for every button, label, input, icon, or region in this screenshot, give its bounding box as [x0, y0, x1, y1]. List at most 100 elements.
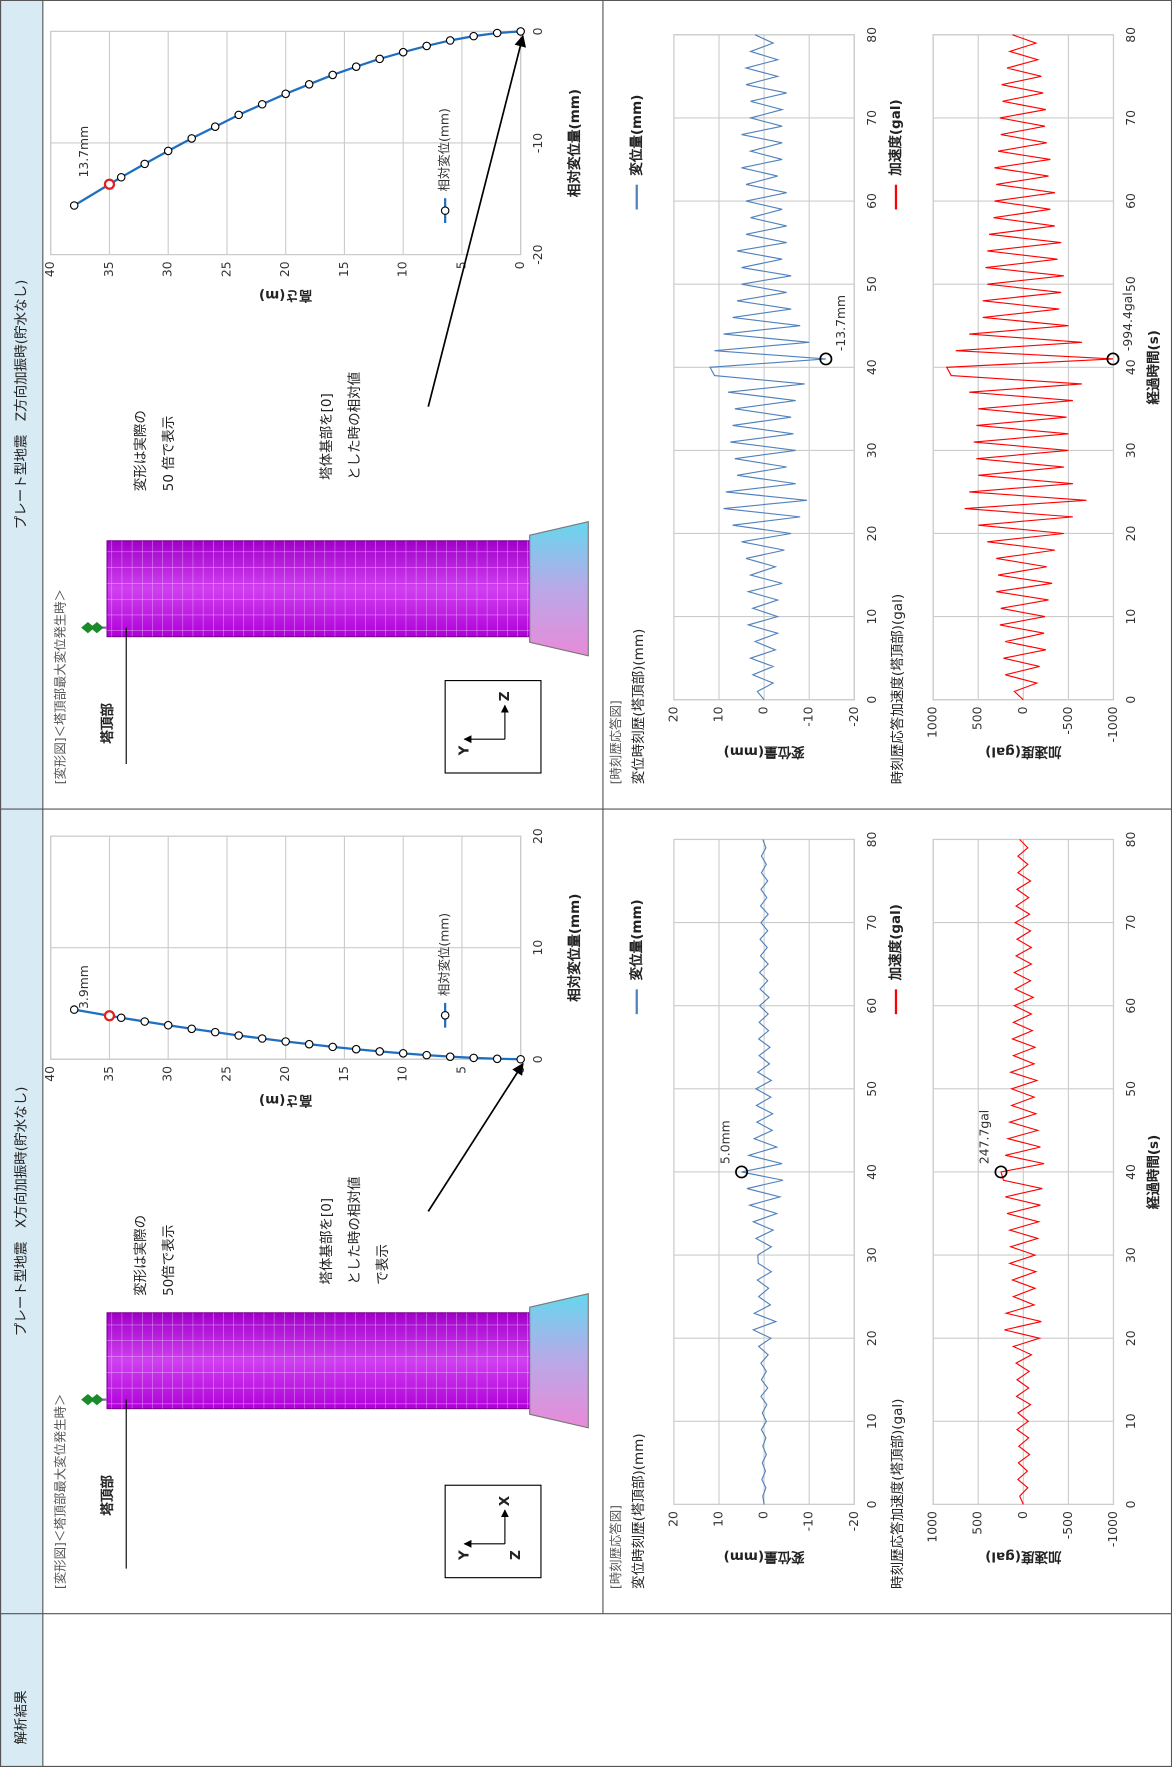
y-tick-label: -500 — [1060, 706, 1075, 734]
x-tick-label: 80 — [864, 27, 879, 43]
profile-marker — [164, 147, 171, 154]
y-tick-label: 25 — [218, 1066, 233, 1082]
tower-base — [530, 522, 589, 656]
y-axis-label: 高さ(m) — [259, 1092, 312, 1109]
profile-marker — [70, 202, 77, 209]
y-tick-label: 15 — [336, 261, 351, 277]
profile-marker — [423, 1051, 430, 1058]
y-tick-label: 1000 — [925, 1511, 940, 1543]
x-tick-label: 30 — [1123, 442, 1138, 458]
profile-marker — [376, 55, 383, 62]
x-tick-label: 20 — [1123, 526, 1138, 542]
peak-label: -994.4gal — [1120, 292, 1135, 351]
x-tick-label: 30 — [1123, 1247, 1138, 1263]
history-title: [時刻歴応答図] — [608, 1505, 623, 1589]
profile-marker — [282, 90, 289, 97]
x-tick-label: 80 — [864, 831, 879, 847]
y-tick-label: 40 — [42, 261, 57, 277]
note: とした時の相対値 — [347, 372, 363, 480]
legend-label: 変位量(mm) — [628, 95, 645, 176]
profile-marker — [399, 1050, 406, 1057]
profile-marker — [493, 1055, 500, 1062]
x-tick-label: 50 — [864, 276, 879, 292]
x-tick-label: 40 — [1123, 1164, 1138, 1180]
x-tick-label: 0 — [1123, 1500, 1138, 1508]
x-axis-label: 相対変位量(mm) — [566, 89, 583, 197]
profile-marker — [282, 1038, 289, 1045]
x-tick-label: 10 — [864, 609, 879, 625]
y-tick-label: -20 — [846, 706, 861, 726]
y-tick-label: 10 — [395, 1066, 410, 1082]
y-axis-label: 高さ(m) — [259, 287, 312, 304]
y-tick-label: 10 — [711, 1511, 726, 1527]
y-tick-label: 20 — [277, 261, 292, 277]
x-tick-label: 30 — [864, 1247, 879, 1263]
profile-marker — [211, 123, 218, 130]
y-tick-label: 35 — [101, 261, 116, 277]
profile-marker — [305, 81, 312, 88]
profile-marker — [141, 1018, 148, 1025]
y-tick-label: 20 — [665, 706, 680, 722]
note: 変形は実際の — [133, 1215, 149, 1296]
x-tick-label: 40 — [1123, 359, 1138, 375]
x-tick-label: 80 — [1123, 831, 1138, 847]
deform-title: [変形図]＜塔頂部最大変位発生時＞ — [52, 589, 67, 784]
note: 50 倍で表示 — [161, 416, 177, 492]
x-tick-label: 50 — [1123, 1081, 1138, 1097]
x-tick-label: 20 — [864, 1330, 879, 1346]
x-tick-label: 0 — [864, 1500, 879, 1508]
y-tick-label: 500 — [970, 706, 985, 730]
y-tick-label: 5 — [453, 1066, 468, 1074]
page-landscape: 解析結果 プレート型地震 X方向加振時(貯水なし) プレート型地震 Z方向加振時… — [0, 0, 1172, 1767]
x-tick-label: -20 — [530, 244, 545, 264]
profile-marker — [235, 1032, 242, 1039]
profile-marker — [352, 63, 359, 70]
peak-label: -13.7mm — [833, 295, 848, 351]
axis-letter: Y — [456, 745, 472, 756]
profile-marker — [423, 42, 430, 49]
x-axis-label: 経過時間(s) — [1145, 330, 1162, 405]
tower-texture — [107, 1313, 530, 1409]
peak-label: 247.7gal — [977, 1110, 992, 1164]
x-tick-label: 60 — [1123, 193, 1138, 209]
profile-marker — [446, 1053, 453, 1060]
axis-box — [445, 681, 541, 773]
y-tick-label: 10 — [395, 261, 410, 277]
y-tick-label: -1000 — [1105, 1511, 1120, 1547]
x-tick-label: 70 — [864, 915, 879, 931]
profile-marker — [329, 1043, 336, 1050]
legend-label: 加速度(gal) — [887, 99, 904, 176]
y-tick-label: 0 — [512, 261, 527, 269]
x-tick-label: 50 — [864, 1081, 879, 1097]
y-tick-label: -1000 — [1105, 706, 1120, 742]
x-tick-label: 20 — [864, 526, 879, 542]
x-tick-label: 10 — [864, 1413, 879, 1429]
y-tick-label: 10 — [711, 706, 726, 722]
document: 解析結果 プレート型地震 X方向加振時(貯水なし) プレート型地震 Z方向加振時… — [0, 0, 1172, 1767]
note-arrow — [428, 1064, 523, 1212]
x-tick-label: 40 — [864, 359, 879, 375]
profile-marker — [470, 32, 477, 39]
y-axis-label: 変位量(mm) — [724, 744, 805, 761]
y-tick-label: 30 — [160, 1066, 175, 1082]
y-tick-label: 0 — [1015, 706, 1030, 714]
legend-label: 相対変位(mm) — [437, 913, 452, 996]
profile-marker — [117, 1014, 124, 1021]
x-tick-label: 50 — [1123, 276, 1138, 292]
header-label: 解析結果 — [13, 1690, 29, 1745]
profile-marker — [188, 1025, 195, 1032]
y-tick-label: -500 — [1060, 1511, 1075, 1539]
x-tick-label: 70 — [1123, 915, 1138, 931]
tower-top — [90, 622, 104, 633]
x-tick-label: 20 — [1123, 1330, 1138, 1346]
x-axis-label: 相対変位量(mm) — [566, 894, 583, 1002]
profile-marker — [446, 37, 453, 44]
x-tick-label: 30 — [864, 442, 879, 458]
note: 塔体基部を[0] — [318, 393, 335, 480]
peak-label: 13.7mm — [76, 126, 91, 178]
y-tick-label: 0 — [756, 1511, 771, 1519]
axis-box — [445, 1485, 541, 1577]
top-label: 塔頂部 — [99, 1475, 116, 1516]
profile-marker — [235, 111, 242, 118]
x-tick-label: 0 — [530, 27, 545, 35]
